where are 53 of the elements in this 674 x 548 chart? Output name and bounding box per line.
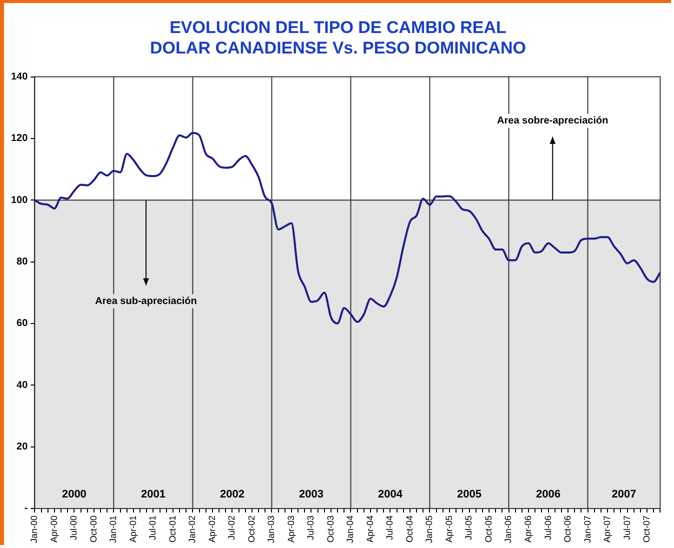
y-tick-label: - [24, 503, 28, 514]
x-tick-label: Oct-05 [483, 515, 494, 542]
x-tick-label: Jan-06 [503, 515, 514, 544]
x-tick-label: Jul-02 [226, 515, 237, 540]
x-tick-label: Oct-04 [404, 515, 414, 542]
annotation: 2006 [536, 488, 561, 501]
x-tick-label: Jul-06 [542, 515, 553, 540]
x-tick-label: Oct-06 [562, 515, 573, 542]
x-tick-label: Apr-01 [128, 515, 138, 542]
x-tick-label: Jul-03 [306, 515, 316, 540]
x-tick-label: Apr-04 [364, 515, 375, 542]
annotation: 2003 [298, 488, 324, 501]
y-tick-label: 140 [10, 72, 28, 83]
x-tick-label: Jan-02 [187, 515, 198, 544]
y-tick-label: 100 [10, 194, 28, 206]
y-tick-label: 60 [16, 318, 28, 330]
x-tick-label: Jul-04 [384, 515, 395, 540]
annotation: 2005 [457, 488, 482, 501]
annotation: 2007 [612, 488, 636, 501]
x-tick-label: Jan-03 [266, 515, 276, 544]
x-tick-label: Oct-03 [325, 515, 336, 542]
x-tick-label: Apr-03 [286, 515, 296, 542]
x-tick-label: Apr-00 [48, 515, 59, 542]
x-tick-label: Jul-00 [68, 515, 79, 540]
x-tick-label: Oct-02 [246, 515, 256, 542]
x-tick-label: Apr-02 [206, 515, 217, 542]
y-tick-label: 80 [16, 256, 28, 268]
x-tick-label: Jul-01 [148, 515, 158, 540]
x-tick-label: Jan-07 [582, 515, 592, 544]
x-tick-label: Oct-00 [88, 515, 98, 542]
y-tick-label: 120 [10, 133, 28, 144]
x-tick-label: Jan-04 [345, 515, 356, 544]
annotation: Area sobre-apreciación [497, 116, 608, 127]
annotation: 2004 [378, 488, 404, 501]
line-series [34, 132, 660, 324]
x-tick-label: Oct-07 [642, 515, 652, 542]
text: EVOLUCION DEL TIPO DE CAMBIO REAL [170, 18, 506, 37]
x-tick-label: Jan-00 [29, 515, 40, 544]
annotation: 2000 [62, 488, 86, 501]
x-tick-label: Apr-06 [522, 515, 533, 542]
y-tick-label: 40 [16, 380, 28, 391]
x-tick-label: Jul-07 [622, 515, 632, 540]
y-tick-label: 20 [16, 442, 28, 453]
annotation: 2002 [220, 488, 244, 501]
x-tick-label: Jul-05 [464, 515, 474, 540]
x-tick-label: Apr-05 [444, 515, 454, 542]
text: DOLAR CANADIENSE Vs. PESO DOMINICANO [150, 38, 526, 58]
annotation: Area sub-apreciación [95, 296, 197, 308]
x-tick-label: Jan-01 [108, 515, 118, 544]
annotation: 2001 [140, 488, 166, 501]
x-tick-label: Apr-07 [602, 515, 612, 542]
x-tick-label: Jan-05 [424, 515, 434, 544]
x-tick-label: Oct-01 [167, 515, 178, 542]
